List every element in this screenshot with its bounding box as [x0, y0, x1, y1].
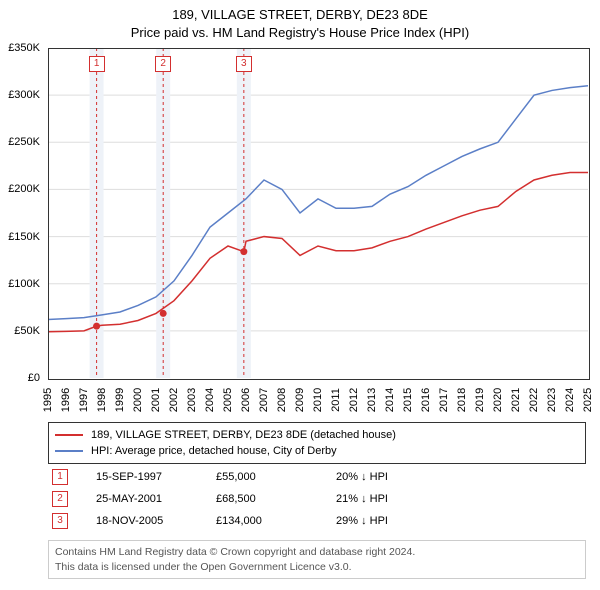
- y-tick-label: £50K: [14, 325, 40, 337]
- footer: Contains HM Land Registry data © Crown c…: [48, 540, 586, 579]
- transaction-marker-icon: 1: [52, 469, 68, 485]
- transaction-marker-icon: 3: [52, 513, 68, 529]
- x-tick-label: 2013: [366, 388, 378, 412]
- transaction-pct: 20% ↓ HPI: [336, 471, 388, 483]
- x-tick-label: 2008: [276, 388, 288, 412]
- x-tick-label: 1996: [60, 388, 72, 412]
- transaction-pct: 21% ↓ HPI: [336, 493, 388, 505]
- footer-line-2: This data is licensed under the Open Gov…: [55, 560, 579, 575]
- transaction-date: 25-MAY-2001: [96, 493, 216, 505]
- legend-row: 189, VILLAGE STREET, DERBY, DE23 8DE (de…: [55, 427, 579, 443]
- transaction-row: 1 15-SEP-1997£55,00020% ↓ HPI: [48, 466, 586, 488]
- x-tick-label: 2010: [312, 388, 324, 412]
- title-line-2: Price paid vs. HM Land Registry's House …: [0, 24, 600, 42]
- x-tick-label: 2004: [204, 388, 216, 412]
- transaction-table: 1 15-SEP-1997£55,00020% ↓ HPI 2 25-MAY-2001…: [48, 466, 586, 532]
- x-tick-label: 1998: [96, 388, 108, 412]
- x-tick-label: 2025: [582, 388, 594, 412]
- legend-label: 189, VILLAGE STREET, DERBY, DE23 8DE (de…: [91, 429, 396, 441]
- x-tick-label: 1997: [78, 388, 90, 412]
- transaction-marker-icon: 2: [52, 491, 68, 507]
- transaction-row: 3 18-NOV-2005£134,00029% ↓ HPI: [48, 510, 586, 532]
- legend-row: HPI: Average price, detached house, City…: [55, 443, 579, 459]
- transaction-marker-3: 3: [236, 56, 252, 72]
- transaction-marker-1: 1: [89, 56, 105, 72]
- footer-line-1: Contains HM Land Registry data © Crown c…: [55, 545, 579, 560]
- x-tick-label: 2021: [510, 388, 522, 412]
- x-tick-label: 2018: [456, 388, 468, 412]
- y-tick-label: £0: [28, 372, 40, 384]
- x-tick-label: 2001: [150, 388, 162, 412]
- x-tick-label: 2016: [420, 388, 432, 412]
- transaction-date: 15-SEP-1997: [96, 471, 216, 483]
- x-tick-label: 2024: [564, 388, 576, 412]
- x-tick-label: 2009: [294, 388, 306, 412]
- x-tick-label: 2002: [168, 388, 180, 412]
- x-tick-label: 2006: [240, 388, 252, 412]
- title-line-1: 189, VILLAGE STREET, DERBY, DE23 8DE: [0, 6, 600, 24]
- y-tick-label: £250K: [8, 136, 40, 148]
- transaction-row: 2 25-MAY-2001£68,50021% ↓ HPI: [48, 488, 586, 510]
- transaction-price: £55,000: [216, 471, 336, 483]
- chart-container: 189, VILLAGE STREET, DERBY, DE23 8DE Pri…: [0, 0, 600, 590]
- transaction-date: 18-NOV-2005: [96, 515, 216, 527]
- transaction-pct: 29% ↓ HPI: [336, 515, 388, 527]
- y-tick-label: £350K: [8, 42, 40, 54]
- transaction-price: £68,500: [216, 493, 336, 505]
- y-tick-label: £300K: [8, 89, 40, 101]
- x-tick-label: 2019: [474, 388, 486, 412]
- x-tick-label: 2005: [222, 388, 234, 412]
- x-tick-label: 2003: [186, 388, 198, 412]
- x-tick-label: 2000: [132, 388, 144, 412]
- y-tick-label: £150K: [8, 231, 40, 243]
- transaction-price: £134,000: [216, 515, 336, 527]
- x-tick-label: 2012: [348, 388, 360, 412]
- transaction-marker-2: 2: [155, 56, 171, 72]
- y-tick-label: £200K: [8, 183, 40, 195]
- y-axis: £0£50K£100K£150K£200K£250K£300K£350K: [0, 48, 44, 378]
- chart-border: [48, 48, 590, 380]
- x-tick-label: 2023: [546, 388, 558, 412]
- legend-swatch: [55, 434, 83, 436]
- x-tick-label: 2015: [402, 388, 414, 412]
- x-tick-label: 2011: [330, 388, 342, 412]
- title-block: 189, VILLAGE STREET, DERBY, DE23 8DE Pri…: [0, 0, 600, 42]
- legend: 189, VILLAGE STREET, DERBY, DE23 8DE (de…: [48, 422, 586, 464]
- x-tick-label: 2022: [528, 388, 540, 412]
- x-axis: 1995199619971998199920002001200220032004…: [48, 380, 588, 420]
- x-tick-label: 1999: [114, 388, 126, 412]
- x-tick-label: 2007: [258, 388, 270, 412]
- x-tick-label: 2014: [384, 388, 396, 412]
- x-tick-label: 2017: [438, 388, 450, 412]
- y-tick-label: £100K: [8, 278, 40, 290]
- legend-label: HPI: Average price, detached house, City…: [91, 445, 337, 457]
- legend-swatch: [55, 450, 83, 452]
- x-tick-label: 1995: [42, 388, 54, 412]
- x-tick-label: 2020: [492, 388, 504, 412]
